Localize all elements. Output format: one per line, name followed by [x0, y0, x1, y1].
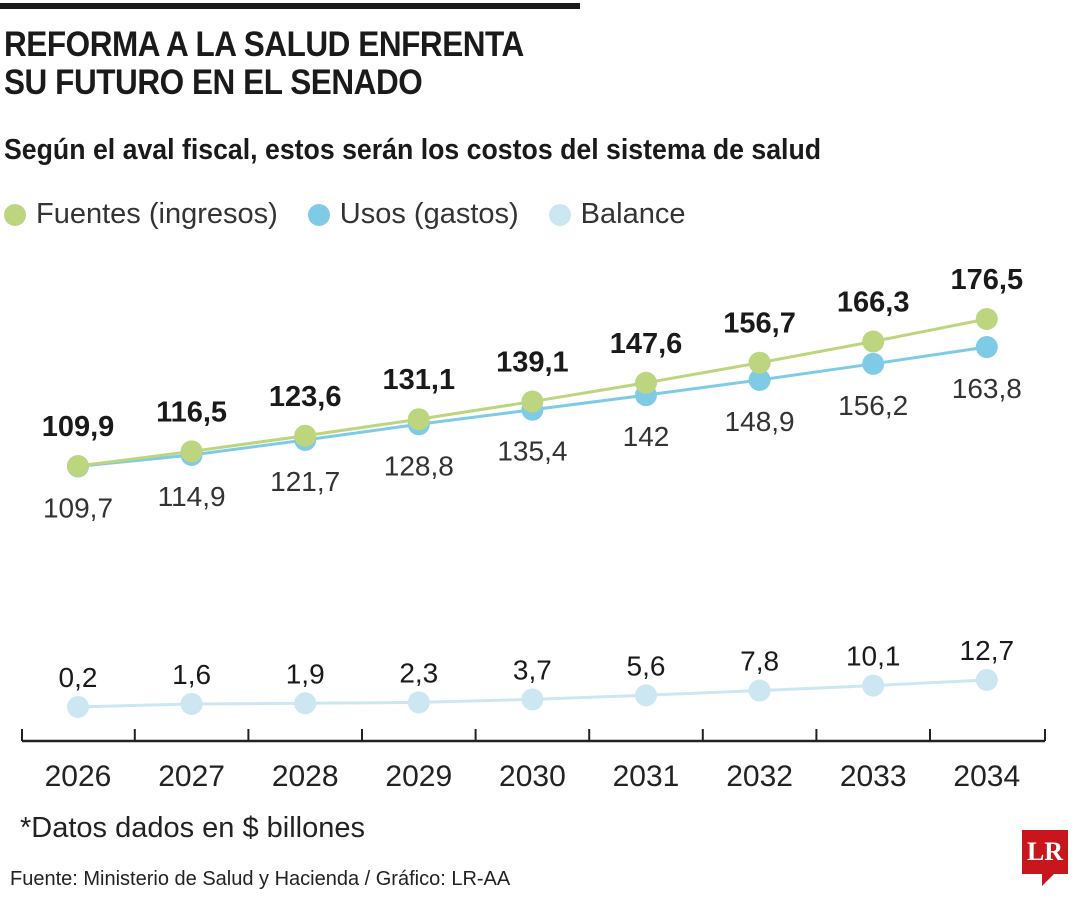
legend-label: Fuentes (ingresos): [36, 198, 278, 230]
data-point: [975, 308, 998, 331]
data-point: [862, 330, 885, 353]
data-point: [635, 371, 657, 394]
data-label: 163,8: [952, 373, 1022, 404]
x-tick-label: 2031: [613, 760, 680, 793]
data-point: [975, 336, 998, 359]
data-label: 109,7: [43, 492, 113, 523]
chart-subtitle: Según el aval fiscal, estos serán los co…: [4, 134, 822, 166]
data-point: [67, 455, 89, 477]
data-label: 176,5: [951, 264, 1024, 296]
x-tick-label: 2034: [953, 760, 1020, 793]
data-point: [862, 674, 885, 697]
legend-label: Usos (gastos): [339, 198, 519, 230]
data-label: 12,7: [960, 635, 1015, 666]
units-note: *Datos dados en $ billones: [20, 812, 366, 844]
data-label: 2,3: [399, 657, 438, 688]
data-point: [521, 390, 544, 413]
data-label: 128,8: [384, 450, 454, 481]
title-line-1: REFORMA A LA SALUD ENFRENTA: [4, 25, 524, 64]
data-point: [67, 695, 89, 718]
data-label: 121,7: [270, 466, 340, 497]
data-label: 10,1: [846, 641, 901, 672]
source-credit: Fuente: Ministerio de Salud y Hacienda /…: [10, 868, 511, 890]
data-point: [748, 368, 771, 391]
legend-marker: [548, 203, 571, 226]
data-label: 156,7: [723, 308, 796, 340]
data-label: 0,2: [59, 662, 98, 693]
data-label: 142: [623, 421, 670, 452]
data-label: 1,9: [286, 658, 325, 689]
lr-logo: LR: [1022, 830, 1068, 886]
x-tick-label: 2026: [45, 760, 112, 793]
data-label: 135,4: [497, 436, 567, 467]
data-point: [294, 692, 317, 715]
legend-item-fuentes: Fuentes (ingresos): [4, 198, 278, 231]
title-line-2: SU FUTURO EN EL SENADO: [4, 63, 423, 102]
data-point: [180, 692, 203, 715]
data-point: [407, 408, 430, 431]
legend-item-usos: Usos (gastos): [307, 198, 519, 231]
data-label: 123,6: [269, 381, 342, 413]
data-point: [748, 679, 771, 702]
x-tick-label: 2027: [158, 760, 225, 793]
legend-label: Balance: [580, 198, 686, 230]
data-label: 7,8: [740, 646, 779, 677]
data-label: 148,9: [725, 406, 795, 437]
chart-title: REFORMA A LA SALUD ENFRENTA SU FUTURO EN…: [4, 26, 524, 102]
x-tick-label: 2032: [726, 760, 793, 793]
data-label: 131,1: [383, 364, 456, 396]
data-label: 1,6: [172, 659, 211, 690]
data-label: 156,2: [838, 390, 908, 421]
x-tick-label: 2028: [272, 760, 339, 793]
data-label: 166,3: [837, 287, 910, 319]
x-tick-label: 2030: [499, 760, 566, 793]
data-label: 147,6: [610, 328, 683, 360]
data-point: [294, 424, 317, 447]
legend-marker: [307, 203, 330, 226]
legend-item-balance: Balance: [548, 198, 686, 231]
x-tick-label: 2033: [840, 760, 907, 793]
data-point: [975, 668, 998, 691]
data-point: [521, 688, 544, 711]
legend: Fuentes (ingresos) Usos (gastos) Balance: [4, 198, 685, 231]
data-label: 109,9: [42, 411, 115, 443]
data-point: [407, 691, 430, 714]
data-label: 3,7: [513, 654, 552, 685]
legend-marker: [4, 203, 26, 226]
data-point: [635, 684, 657, 707]
x-tick-label: 2029: [385, 760, 452, 793]
data-label: 5,6: [627, 650, 666, 681]
data-point: [180, 440, 203, 463]
data-label: 139,1: [496, 347, 569, 379]
data-label: 116,5: [156, 396, 227, 428]
data-point: [862, 352, 885, 375]
top-rule: [0, 3, 580, 9]
data-label: 114,9: [158, 481, 226, 512]
data-point: [748, 351, 771, 374]
